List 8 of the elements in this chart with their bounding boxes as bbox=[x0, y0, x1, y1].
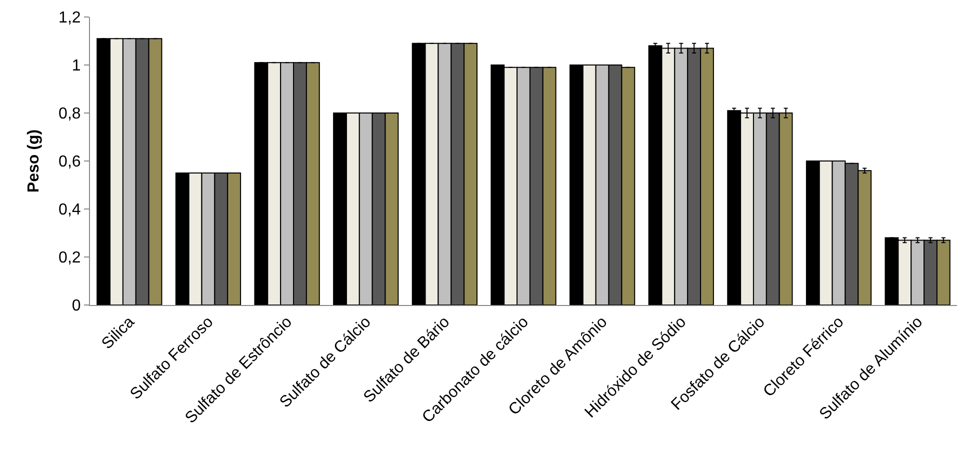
y-tick-label: 1 bbox=[72, 58, 81, 75]
y-tick-label: 0 bbox=[72, 298, 81, 315]
y-axis-title: Peso (g) bbox=[25, 129, 42, 193]
y-tick-label: 0,6 bbox=[58, 154, 81, 171]
y-tick-label: 0,2 bbox=[58, 250, 81, 267]
y-tick-label: 0,8 bbox=[58, 106, 81, 123]
y-tick-label: 0,4 bbox=[58, 202, 81, 219]
y-tick-label: 1,2 bbox=[58, 10, 81, 27]
